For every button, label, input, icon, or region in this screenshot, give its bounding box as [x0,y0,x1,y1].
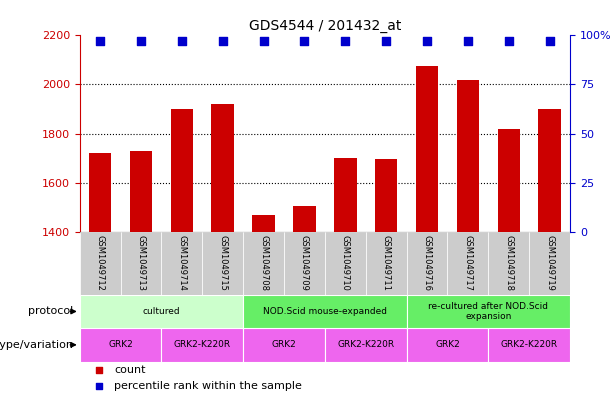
Point [463,38,473,44]
FancyBboxPatch shape [202,232,243,295]
Text: GSM1049709: GSM1049709 [300,235,309,291]
Text: GSM1049717: GSM1049717 [463,235,473,291]
FancyBboxPatch shape [406,295,570,328]
Point [136,38,146,44]
FancyBboxPatch shape [489,232,529,295]
Point [95,38,105,44]
Text: GSM1049712: GSM1049712 [96,235,105,291]
Point [422,38,432,44]
FancyBboxPatch shape [243,295,406,328]
FancyBboxPatch shape [447,232,489,295]
FancyBboxPatch shape [406,328,489,362]
Bar [89,153,112,232]
Text: GSM1049719: GSM1049719 [545,235,554,291]
FancyBboxPatch shape [161,328,243,362]
Bar [334,158,357,232]
Title: GDS4544 / 201432_at: GDS4544 / 201432_at [249,19,401,33]
Text: GSM1049708: GSM1049708 [259,235,268,291]
FancyBboxPatch shape [406,232,447,295]
FancyBboxPatch shape [161,232,202,295]
Bar [253,215,275,232]
Bar [457,79,479,232]
Text: GSM1049718: GSM1049718 [504,235,513,291]
Bar [375,160,397,232]
Point [94,383,104,389]
Point [177,38,187,44]
Bar [538,109,561,232]
Text: GRK2-K220R: GRK2-K220R [337,340,394,349]
FancyBboxPatch shape [325,328,406,362]
Point [381,38,391,44]
Text: GSM1049713: GSM1049713 [137,235,145,291]
Point [340,38,350,44]
Point [504,38,514,44]
Bar [293,206,316,232]
FancyBboxPatch shape [243,328,325,362]
FancyBboxPatch shape [284,232,325,295]
Text: GRK2: GRK2 [272,340,297,349]
Text: protocol: protocol [28,307,74,316]
Bar [211,104,234,232]
FancyBboxPatch shape [80,232,121,295]
Text: re-cultured after NOD.Scid
expansion: re-cultured after NOD.Scid expansion [428,302,549,321]
Text: GSM1049716: GSM1049716 [422,235,432,291]
Point [259,38,268,44]
Text: GRK2-K220R: GRK2-K220R [501,340,558,349]
Text: GRK2-K220R: GRK2-K220R [173,340,231,349]
Text: genotype/variation: genotype/variation [0,340,74,350]
Point [300,38,310,44]
Text: GRK2: GRK2 [108,340,133,349]
Text: count: count [114,365,145,375]
Text: cultured: cultured [143,307,180,316]
Text: NOD.Scid mouse-expanded: NOD.Scid mouse-expanded [263,307,387,316]
Text: GSM1049715: GSM1049715 [218,235,227,291]
Text: GSM1049711: GSM1049711 [382,235,390,291]
FancyBboxPatch shape [80,328,161,362]
FancyBboxPatch shape [243,232,284,295]
Point [545,38,555,44]
Text: percentile rank within the sample: percentile rank within the sample [114,381,302,391]
Point [218,38,227,44]
Text: GSM1049710: GSM1049710 [341,235,350,291]
Text: GRK2: GRK2 [435,340,460,349]
Point [94,367,104,373]
Bar [416,66,438,232]
FancyBboxPatch shape [325,232,366,295]
Bar [170,109,193,232]
FancyBboxPatch shape [121,232,161,295]
Text: GSM1049714: GSM1049714 [177,235,186,291]
FancyBboxPatch shape [529,232,570,295]
Bar [130,151,152,232]
FancyBboxPatch shape [80,295,243,328]
FancyBboxPatch shape [489,328,570,362]
FancyBboxPatch shape [366,232,406,295]
Bar [498,129,520,232]
